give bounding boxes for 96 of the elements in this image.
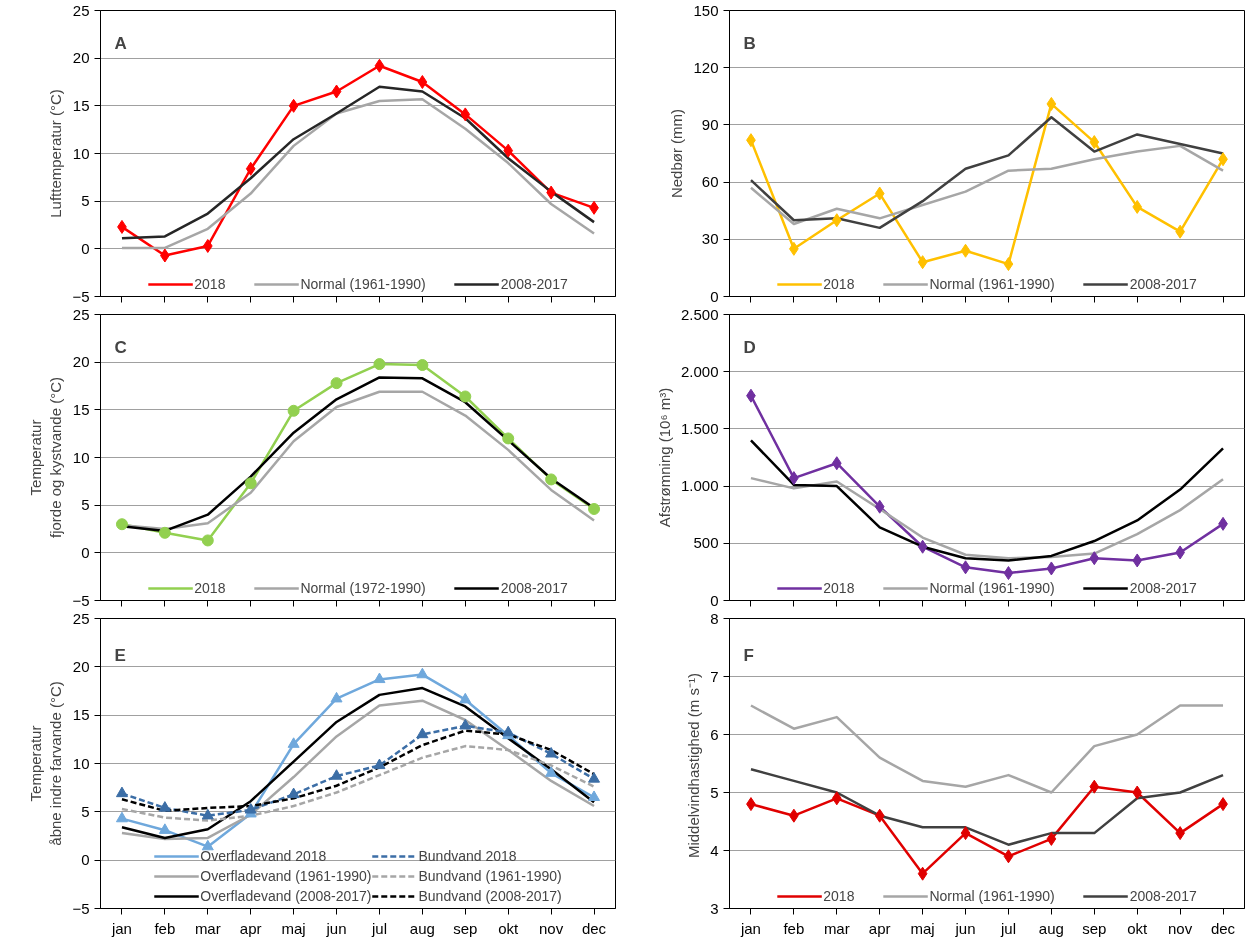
x-tick-label: sep — [453, 919, 478, 937]
x-tick-label: maj — [910, 919, 935, 937]
legend-label: Normal (1961-1990) — [929, 276, 1055, 292]
y-tick-label: 25 — [72, 1, 90, 19]
y-tick-label: 20 — [72, 657, 90, 675]
y-tick-label: 1.000 — [680, 477, 719, 495]
legend-label: Normal (1972-1990) — [300, 580, 426, 596]
y-axis-title: Lufttemperatur (°C) — [47, 89, 65, 218]
y-tick-label: 10 — [72, 144, 90, 162]
legend-label: Overfladevand (2008-2017) — [200, 888, 372, 904]
y-tick-label: 20 — [72, 49, 90, 67]
x-tick-label: jun — [325, 919, 347, 937]
x-tick-label: jun — [954, 919, 976, 937]
x-tick-label: apr — [239, 919, 262, 937]
x-tick-label: jul — [999, 919, 1016, 937]
legend-label: 2008-2017 — [500, 276, 568, 292]
y-tick-label: 10 — [72, 754, 90, 772]
legend-label: 2018 — [194, 276, 226, 292]
x-tick-label: nov — [1168, 919, 1193, 937]
y-axis-title: Middelvindhastighed (m s⁻¹) — [685, 673, 703, 859]
x-tick-label: dec — [1210, 919, 1236, 937]
text: E — [114, 645, 126, 665]
x-tick-label: dec — [581, 919, 607, 937]
legend-label: Bundvand (2008-2017) — [418, 888, 562, 904]
y-tick-label: 0 — [81, 543, 90, 561]
y-tick-label: 500 — [693, 534, 719, 552]
x-tick-label: jan — [739, 919, 761, 937]
y-tick-label: 5 — [710, 783, 719, 801]
y-tick-label: 8 — [710, 609, 719, 627]
y-tick-label: 0 — [81, 239, 90, 257]
y-tick-label: −5 — [72, 591, 90, 609]
y-tick-label: 5 — [81, 192, 90, 210]
text: B — [743, 33, 756, 53]
legend-label: Normal (1961-1990) — [929, 888, 1055, 904]
y-tick-label: 7 — [710, 667, 719, 685]
y-tick-label: 15 — [72, 706, 90, 724]
y-tick-label: 3 — [710, 899, 719, 917]
y-tick-label: 60 — [701, 173, 719, 191]
legend-label: 2018 — [194, 580, 226, 596]
y-tick-label: −5 — [72, 287, 90, 305]
y-tick-label: 25 — [72, 609, 90, 627]
x-tick-label: okt — [498, 919, 520, 937]
y-axis-title: Nedbør (mm) — [668, 108, 686, 199]
legend-label: 2018 — [823, 580, 855, 596]
x-tick-label: mar — [823, 919, 850, 937]
x-tick-label: feb — [783, 919, 805, 937]
y-axis-title: Temperatur fjorde og kystvande (°C) — [27, 376, 65, 539]
y-axis-title: Afstrømning (10⁶ m³) — [655, 387, 673, 528]
y-tick-label: 4 — [710, 841, 719, 859]
y-tick-label: −5 — [72, 899, 90, 917]
text: D — [743, 337, 756, 357]
x-tick-label: feb — [154, 919, 176, 937]
legend-label: Bundvand (1961-1990) — [418, 868, 562, 884]
x-tick-label: aug — [409, 919, 435, 937]
x-tick-label: apr — [868, 919, 891, 937]
legend-label: Normal (1961-1990) — [300, 276, 426, 292]
y-tick-label: 0 — [710, 591, 719, 609]
text: A — [114, 33, 127, 53]
x-tick-label: mar — [194, 919, 221, 937]
y-tick-label: 0 — [81, 851, 90, 869]
legend-label: Normal (1961-1990) — [929, 580, 1055, 596]
y-tick-label: 2.500 — [680, 305, 719, 323]
y-tick-label: 5 — [81, 496, 90, 514]
legend-label: Bundvand 2018 — [418, 848, 517, 864]
legend-label: 2018 — [823, 276, 855, 292]
y-tick-label: 1.500 — [680, 419, 719, 437]
x-tick-label: nov — [539, 919, 564, 937]
legend-label: 2018 — [823, 888, 855, 904]
x-tick-label: aug — [1038, 919, 1064, 937]
x-tick-label: jul — [370, 919, 387, 937]
y-tick-label: 90 — [701, 115, 719, 133]
y-tick-label: 120 — [693, 58, 719, 76]
y-tick-label: 5 — [81, 802, 90, 820]
text: F — [743, 645, 754, 665]
x-tick-label: okt — [1127, 919, 1149, 937]
text: C — [114, 337, 127, 357]
y-tick-label: 20 — [72, 353, 90, 371]
legend-label: 2008-2017 — [500, 580, 568, 596]
legend-label: Overfladevand (1961-1990) — [200, 868, 372, 884]
y-tick-label: 2.000 — [680, 362, 719, 380]
y-tick-label: 6 — [710, 725, 719, 743]
y-tick-label: 150 — [693, 1, 719, 19]
legend-label: 2008-2017 — [1129, 276, 1197, 292]
x-tick-label: sep — [1082, 919, 1107, 937]
y-tick-label: 25 — [72, 305, 90, 323]
legend-label: 2008-2017 — [1129, 888, 1197, 904]
x-tick-label: jan — [110, 919, 132, 937]
y-tick-label: 15 — [72, 96, 90, 114]
y-tick-label: 0 — [710, 287, 719, 305]
legend-label: Overfladevand 2018 — [200, 848, 327, 864]
y-axis-title: Temperatur åbne indre farvande (°C) — [27, 681, 65, 846]
y-tick-label: 15 — [72, 400, 90, 418]
legend-label: 2008-2017 — [1129, 580, 1197, 596]
y-tick-label: 30 — [701, 230, 719, 248]
x-tick-label: maj — [281, 919, 306, 937]
y-tick-label: 10 — [72, 448, 90, 466]
